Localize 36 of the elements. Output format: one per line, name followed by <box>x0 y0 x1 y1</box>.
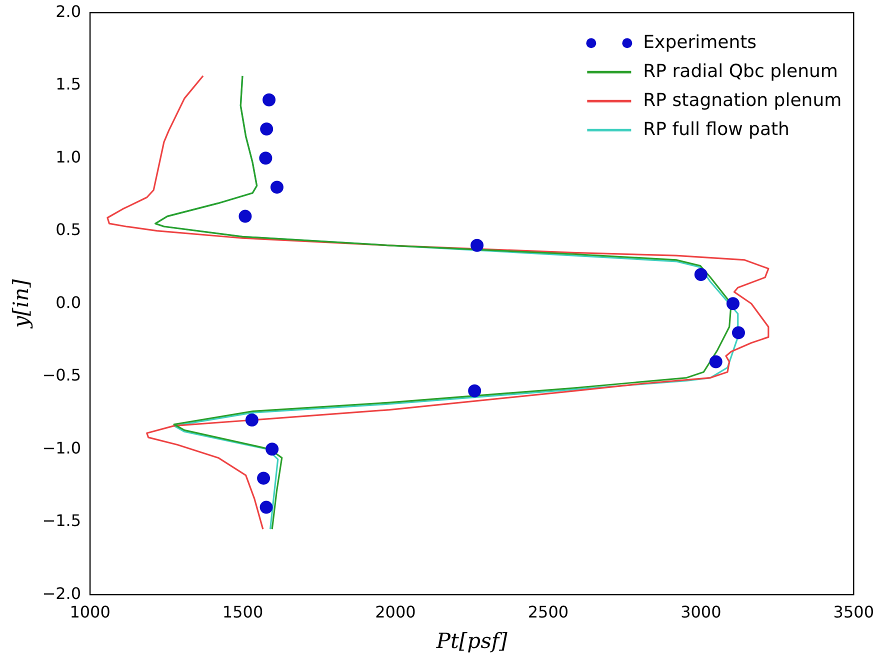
legend-label: RP stagnation plenum <box>643 90 842 111</box>
y-tick-label: −0.5 <box>42 366 82 385</box>
point <box>468 384 482 398</box>
x-tick-label: 1000 <box>70 602 110 622</box>
y-tick-label: 0.5 <box>56 220 82 240</box>
point <box>238 210 252 223</box>
point <box>732 326 745 340</box>
legend-label: Experiments <box>643 32 757 53</box>
x-tick-label: 3000 <box>680 602 722 622</box>
x-tick-label: 2000 <box>375 602 416 622</box>
y-tick-label: −1.0 <box>42 438 82 458</box>
point <box>262 93 276 106</box>
point <box>709 355 722 368</box>
point <box>260 500 273 514</box>
y-tick-label: −1.5 <box>42 511 82 530</box>
legend-label: RP full flow path <box>643 118 790 140</box>
point <box>260 122 274 136</box>
point <box>245 414 258 426</box>
y-tick-label: 2.0 <box>56 2 82 21</box>
point <box>270 180 284 194</box>
y-axis-title: y[in] <box>9 278 34 329</box>
y-tick-label: 1.0 <box>56 147 82 166</box>
point <box>266 442 279 456</box>
point <box>694 268 708 281</box>
x-axis-title: Pt[psf] <box>435 628 508 653</box>
y-tick-label: −2.0 <box>42 584 82 603</box>
y-tick-label: 1.5 <box>56 74 82 94</box>
point <box>726 297 740 310</box>
point <box>259 152 272 165</box>
x-tick-label: 3500 <box>833 602 874 622</box>
y-tick-label: 0.0 <box>56 292 82 312</box>
legend-label: RP radial Qbc plenum <box>643 60 838 82</box>
point <box>470 238 484 252</box>
x-tick-label: 2500 <box>528 602 569 622</box>
x-tick-label: 1500 <box>222 602 264 622</box>
point <box>257 472 270 485</box>
